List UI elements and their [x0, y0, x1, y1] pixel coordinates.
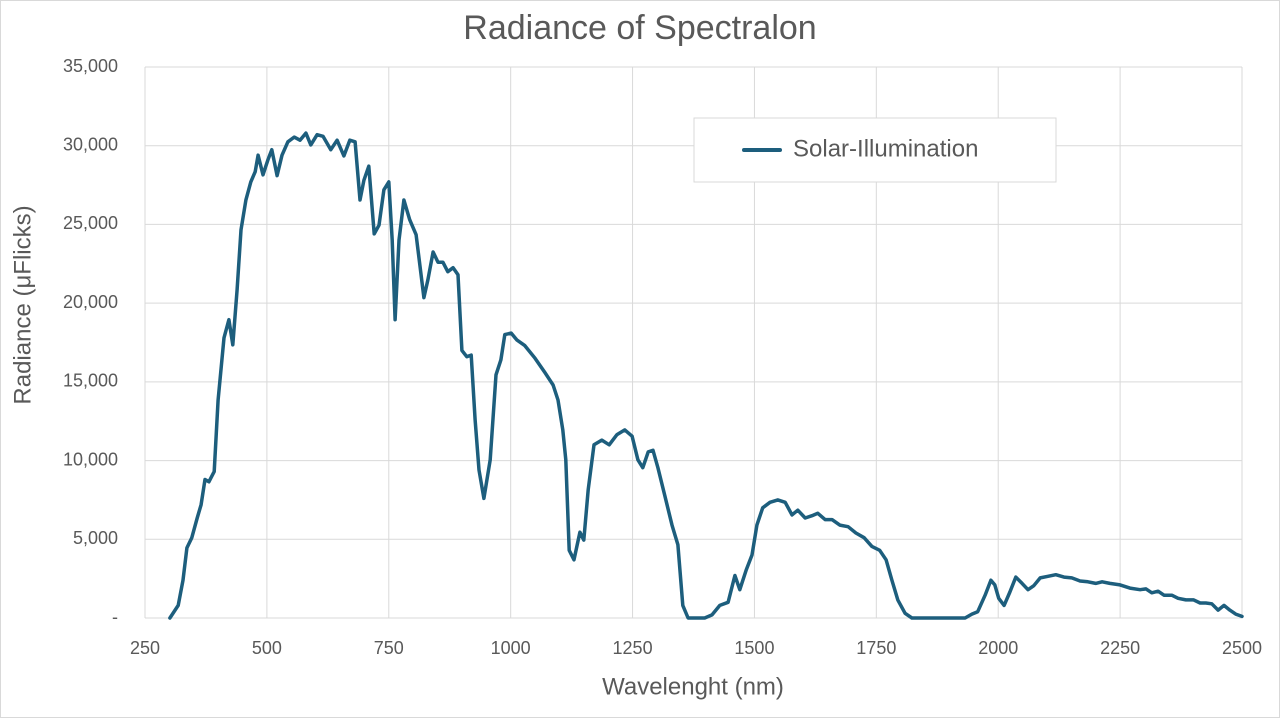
data-line: [168, 131, 1244, 620]
y-tick-label: 25,000: [63, 213, 118, 233]
legend-label: Solar-Illumination: [793, 135, 978, 162]
x-tick-label: 1750: [856, 638, 896, 658]
x-tick-label: 1500: [734, 638, 774, 658]
y-tick-label: 35,000: [63, 56, 118, 76]
chart-title: Radiance of Spectralon: [463, 9, 816, 47]
legend: Solar-Illumination: [693, 117, 1057, 183]
y-tick-label: 20,000: [63, 292, 118, 312]
x-axis-label: Wavelenght (nm): [602, 673, 784, 700]
y-axis-label: Radiance (μFlicks): [9, 205, 36, 404]
y-tick-label: 10,000: [63, 449, 118, 469]
y-tick-label: 5,000: [73, 528, 118, 548]
y-tick-label: 15,000: [63, 371, 118, 391]
x-tick-label: 750: [374, 638, 404, 658]
y-tick-label: -: [112, 607, 118, 627]
x-tick-label: 2500: [1222, 638, 1262, 658]
x-tick-label: 1250: [613, 638, 653, 658]
x-tick-label: 1000: [491, 638, 531, 658]
x-tick-label: 250: [130, 638, 160, 658]
x-tick-label: 2000: [978, 638, 1018, 658]
x-tick-label: 2250: [1100, 638, 1140, 658]
x-tick-label: 500: [252, 638, 282, 658]
y-tick-label: 30,000: [63, 134, 118, 154]
